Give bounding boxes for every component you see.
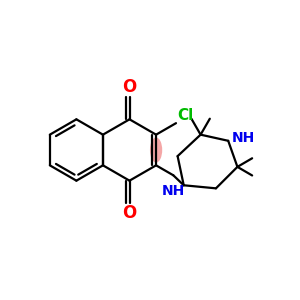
Text: Cl: Cl: [177, 107, 194, 122]
Text: NH: NH: [232, 131, 255, 145]
Text: NH: NH: [162, 184, 185, 198]
Text: O: O: [122, 204, 136, 222]
Text: O: O: [122, 78, 136, 96]
Ellipse shape: [150, 137, 162, 163]
